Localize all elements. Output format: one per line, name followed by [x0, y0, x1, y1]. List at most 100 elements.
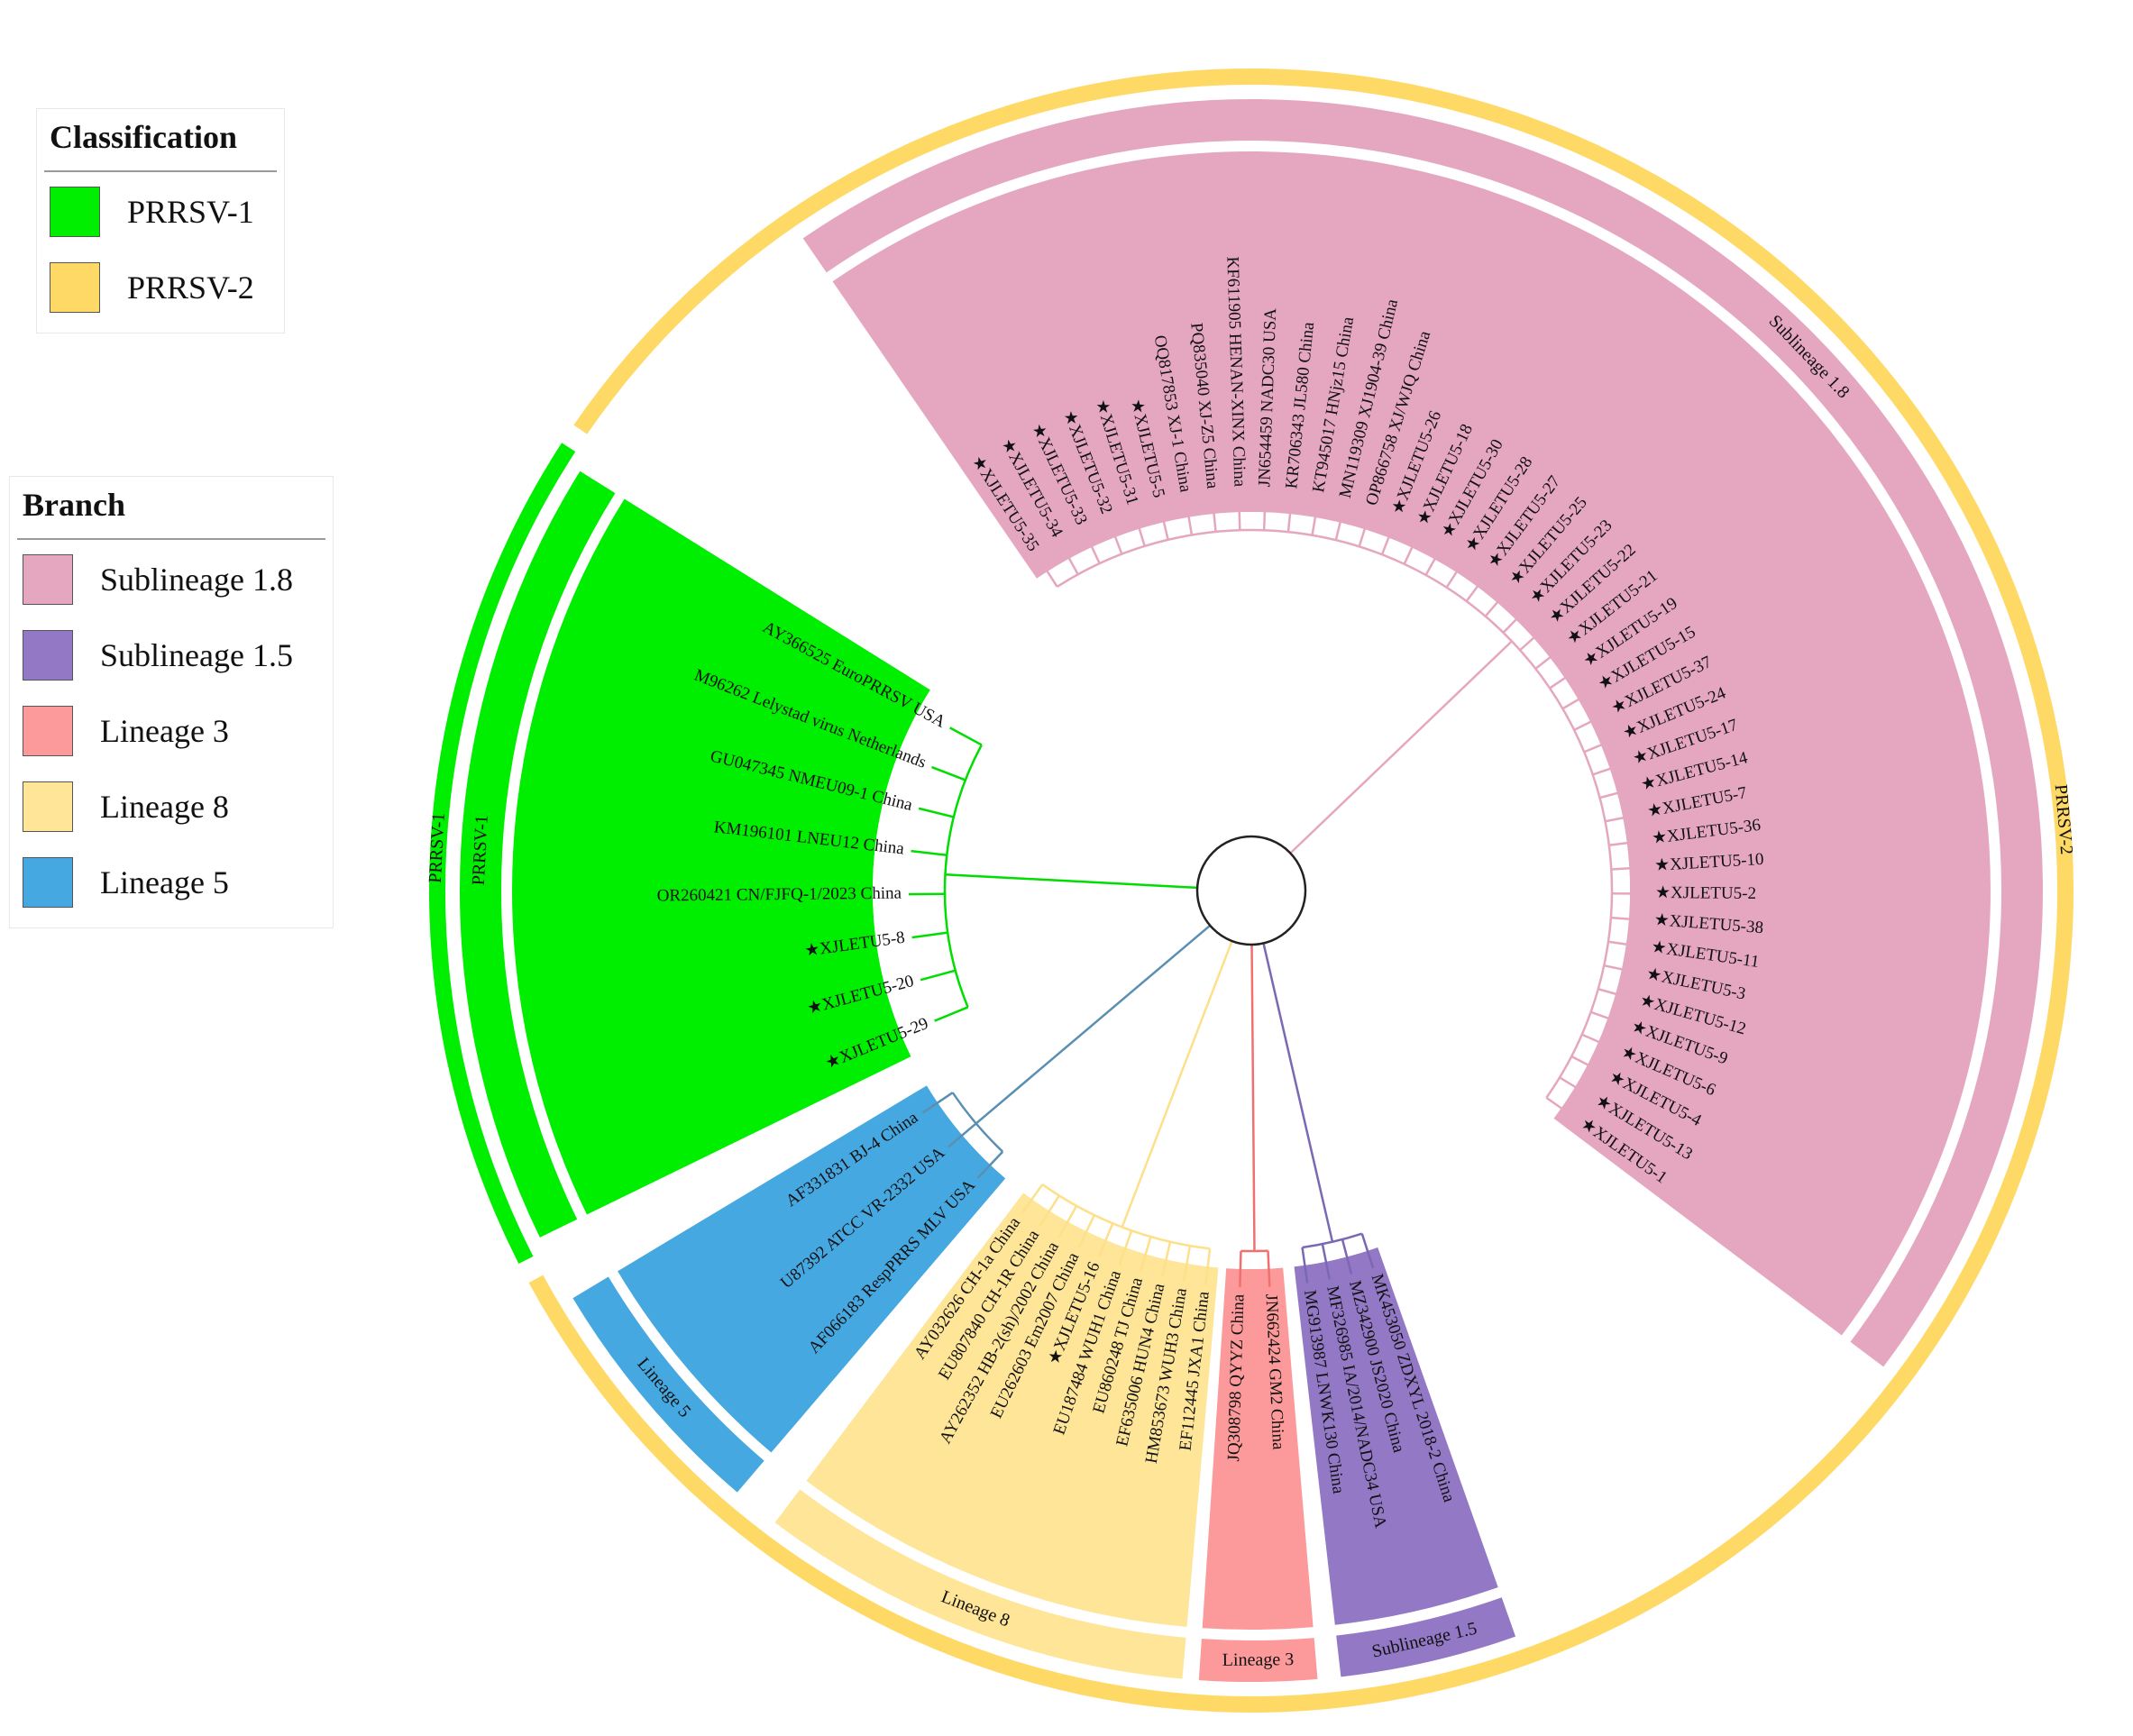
terminal-branch [1057, 1205, 1078, 1238]
clade-wedge [618, 1085, 1006, 1453]
terminal-branch [1358, 511, 1371, 547]
clade-stem [1250, 944, 1256, 1251]
clade-ring-label: PRRSV-1 [469, 815, 492, 886]
terminal-branch [921, 1092, 954, 1114]
clade-wedge [512, 498, 930, 1215]
terminal-branch [1583, 736, 1618, 754]
terminal-branch [1037, 555, 1058, 588]
legend-item-prrsv-1: PRRSV-1 [50, 187, 254, 237]
clade-stem [1289, 640, 1513, 854]
terminal-branch [1077, 1214, 1096, 1248]
terminal-branch [1424, 543, 1445, 576]
classification-ring-label: PRRSV-2 [2051, 783, 2077, 855]
classification-legend-title: Classification [50, 119, 238, 155]
terminal-branch [1083, 530, 1101, 564]
legend-swatch [23, 630, 73, 681]
terminal-branch [911, 849, 947, 857]
legend-item-lineage-5: Lineage 5 [23, 857, 229, 908]
clade-ring-segment [572, 1276, 764, 1493]
terminal-branch [1502, 606, 1530, 634]
terminal-branch [1559, 1076, 1591, 1098]
terminal-branch [1519, 625, 1548, 652]
terminal-branch [1534, 645, 1565, 670]
clade-ring-segment [1198, 1638, 1318, 1683]
tree-branches [909, 494, 1648, 1287]
legend-item-lineage-8: Lineage 8 [23, 781, 229, 832]
terminal-branch [1599, 787, 1635, 799]
terminal-branch [1185, 498, 1194, 535]
branch-legend-title: Branch [23, 487, 126, 523]
terminal-branch [1301, 1247, 1309, 1284]
terminal-branch [1107, 519, 1123, 555]
terminal-branch [1140, 1236, 1152, 1272]
clade-label-backgrounds [512, 151, 1991, 1630]
legend-swatch [50, 187, 100, 237]
terminal-branch [1573, 712, 1607, 731]
terminal-branch [1465, 571, 1489, 602]
terminal-branch [1545, 1096, 1577, 1119]
classification-ring-label: PRRSV-1 [426, 812, 449, 883]
clade-wedge [832, 151, 1991, 1336]
legend-swatch [23, 706, 73, 756]
terminal-branch [1204, 1248, 1212, 1285]
terminal-branch [1158, 504, 1169, 541]
terminal-branch [931, 765, 966, 781]
terminal-branch [1581, 1033, 1616, 1050]
terminal-branch [947, 1122, 977, 1148]
terminal-branch [1605, 813, 1642, 823]
terminal-branch [1182, 1245, 1192, 1282]
terminal-branch [1607, 940, 1644, 948]
tree-center [873, 512, 1630, 1269]
clade-stem [945, 873, 1198, 890]
legend-swatch [23, 554, 73, 605]
clade-wedge [1202, 1267, 1314, 1630]
terminal-branch [1610, 916, 1647, 922]
legend-swatch [50, 262, 100, 313]
terminal-branch [1341, 1238, 1353, 1275]
terminal-branch [1403, 531, 1421, 565]
legend-label: PRRSV-2 [127, 270, 254, 306]
legend-label: Lineage 5 [100, 864, 229, 900]
terminal-branch [1286, 496, 1294, 533]
clade-wedge [1294, 1247, 1498, 1625]
terminal-branch [1132, 511, 1146, 547]
terminal-branch [1549, 667, 1580, 690]
clade-stem [1121, 940, 1233, 1228]
legend-label: Lineage 8 [100, 789, 229, 825]
terminal-branch [1039, 1194, 1060, 1227]
terminal-branch [1097, 1222, 1114, 1257]
clade-ring-segment [460, 471, 616, 1238]
legend-divider [17, 538, 325, 540]
terminal-branch [1484, 588, 1510, 617]
terminal-branch [1321, 1243, 1332, 1280]
terminal-branch [934, 1006, 969, 1022]
terminal-branch [1603, 964, 1640, 974]
clade-ring-label: Lineage 3 [1222, 1649, 1295, 1670]
terminal-branch [1237, 494, 1241, 531]
terminal-branch [1590, 1010, 1625, 1026]
terminal-branch [1160, 1241, 1172, 1278]
legend-item-lineage-3: Lineage 3 [23, 706, 229, 756]
terminal-branch [1380, 520, 1396, 555]
classification-legend: Classification PRRSV-1 PRRSV-2 [36, 108, 285, 333]
terminal-branch [1611, 865, 1648, 871]
terminal-branch [976, 1150, 1004, 1179]
terminal-branch [911, 931, 948, 939]
legend-label: Lineage 3 [100, 713, 229, 749]
terminal-branch [1118, 1229, 1133, 1265]
clade-ring-segment [774, 1489, 1186, 1679]
branch-legend: Branch Sublineage 1.8 Sublineage 1.5 Lin… [9, 476, 334, 928]
leaf-label-reference: OR260421 CN/FJFQ-1/2023 China [657, 884, 902, 906]
clade-wedge [806, 1192, 1219, 1627]
terminal-branch [918, 807, 955, 818]
clade-ring-segment [802, 98, 2043, 1367]
terminal-branch [1021, 1183, 1044, 1215]
clade-stem [975, 924, 1212, 1125]
terminal-branch [1059, 542, 1079, 575]
terminal-branch [949, 726, 983, 746]
legend-item-sublineage-1-5: Sublineage 1.5 [23, 630, 293, 681]
terminal-branch [1211, 496, 1217, 533]
legend-item-sublineage-1-8: Sublineage 1.8 [23, 554, 293, 605]
terminal-branch [1262, 494, 1267, 531]
